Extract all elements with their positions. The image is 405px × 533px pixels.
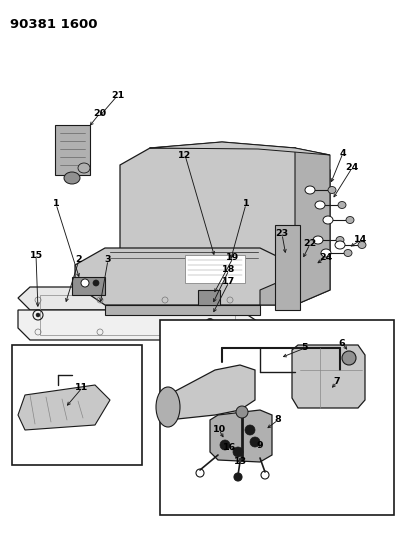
Polygon shape bbox=[149, 142, 329, 155]
Text: 21: 21 bbox=[111, 91, 124, 100]
Text: 23: 23 bbox=[275, 230, 288, 238]
Polygon shape bbox=[198, 290, 220, 305]
Polygon shape bbox=[105, 305, 259, 315]
Ellipse shape bbox=[322, 216, 332, 224]
Ellipse shape bbox=[36, 313, 40, 317]
Text: 12: 12 bbox=[178, 150, 191, 159]
Ellipse shape bbox=[64, 172, 80, 184]
Text: 24: 24 bbox=[345, 164, 358, 173]
Polygon shape bbox=[274, 225, 299, 310]
Text: 22: 22 bbox=[303, 239, 316, 248]
Polygon shape bbox=[55, 125, 90, 175]
Text: 11: 11 bbox=[75, 384, 88, 392]
Ellipse shape bbox=[232, 447, 243, 457]
Bar bbox=[160, 320, 393, 515]
Ellipse shape bbox=[220, 440, 230, 450]
Polygon shape bbox=[72, 277, 105, 295]
Bar bbox=[185, 255, 244, 283]
Ellipse shape bbox=[304, 186, 314, 194]
Text: 3: 3 bbox=[104, 255, 111, 264]
Ellipse shape bbox=[233, 473, 241, 481]
Polygon shape bbox=[168, 365, 254, 420]
Polygon shape bbox=[75, 248, 294, 305]
Ellipse shape bbox=[93, 280, 99, 286]
Text: 18: 18 bbox=[222, 265, 235, 274]
Polygon shape bbox=[209, 410, 271, 462]
Text: 19: 19 bbox=[226, 254, 239, 262]
Text: 1: 1 bbox=[242, 199, 249, 208]
Polygon shape bbox=[259, 275, 294, 305]
Ellipse shape bbox=[337, 201, 345, 208]
Text: 90381 1600: 90381 1600 bbox=[10, 18, 97, 31]
Ellipse shape bbox=[314, 201, 324, 209]
Polygon shape bbox=[18, 385, 110, 430]
Polygon shape bbox=[291, 345, 364, 408]
Text: 24: 24 bbox=[319, 253, 332, 262]
Polygon shape bbox=[120, 148, 329, 305]
Ellipse shape bbox=[244, 425, 254, 435]
Ellipse shape bbox=[312, 236, 322, 244]
Text: 14: 14 bbox=[354, 236, 367, 245]
Ellipse shape bbox=[341, 351, 355, 365]
Ellipse shape bbox=[345, 216, 353, 223]
Text: 6: 6 bbox=[338, 338, 345, 348]
Polygon shape bbox=[18, 310, 259, 340]
Ellipse shape bbox=[81, 279, 89, 287]
Ellipse shape bbox=[78, 163, 90, 173]
Ellipse shape bbox=[156, 387, 179, 427]
Text: 7: 7 bbox=[333, 377, 339, 386]
Text: 17: 17 bbox=[222, 278, 235, 287]
Ellipse shape bbox=[205, 338, 214, 348]
Ellipse shape bbox=[205, 328, 214, 337]
Ellipse shape bbox=[320, 249, 330, 257]
Ellipse shape bbox=[343, 249, 351, 256]
Ellipse shape bbox=[205, 319, 214, 327]
Ellipse shape bbox=[327, 187, 335, 193]
Ellipse shape bbox=[335, 237, 343, 244]
Polygon shape bbox=[294, 148, 329, 305]
Text: 4: 4 bbox=[339, 149, 345, 157]
Text: 5: 5 bbox=[301, 343, 307, 352]
Polygon shape bbox=[18, 287, 259, 310]
Text: 8: 8 bbox=[274, 416, 281, 424]
Bar bbox=[12, 345, 142, 465]
Text: 15: 15 bbox=[30, 251, 43, 260]
Ellipse shape bbox=[334, 241, 344, 249]
Text: 9: 9 bbox=[256, 440, 263, 449]
Text: 13: 13 bbox=[233, 457, 246, 466]
Text: 20: 20 bbox=[93, 109, 106, 117]
Ellipse shape bbox=[249, 437, 259, 447]
Text: 10: 10 bbox=[212, 425, 225, 434]
Text: 2: 2 bbox=[75, 255, 82, 264]
Ellipse shape bbox=[235, 406, 247, 418]
Text: 16: 16 bbox=[223, 442, 236, 451]
Text: 1: 1 bbox=[53, 199, 59, 208]
Ellipse shape bbox=[357, 241, 365, 248]
